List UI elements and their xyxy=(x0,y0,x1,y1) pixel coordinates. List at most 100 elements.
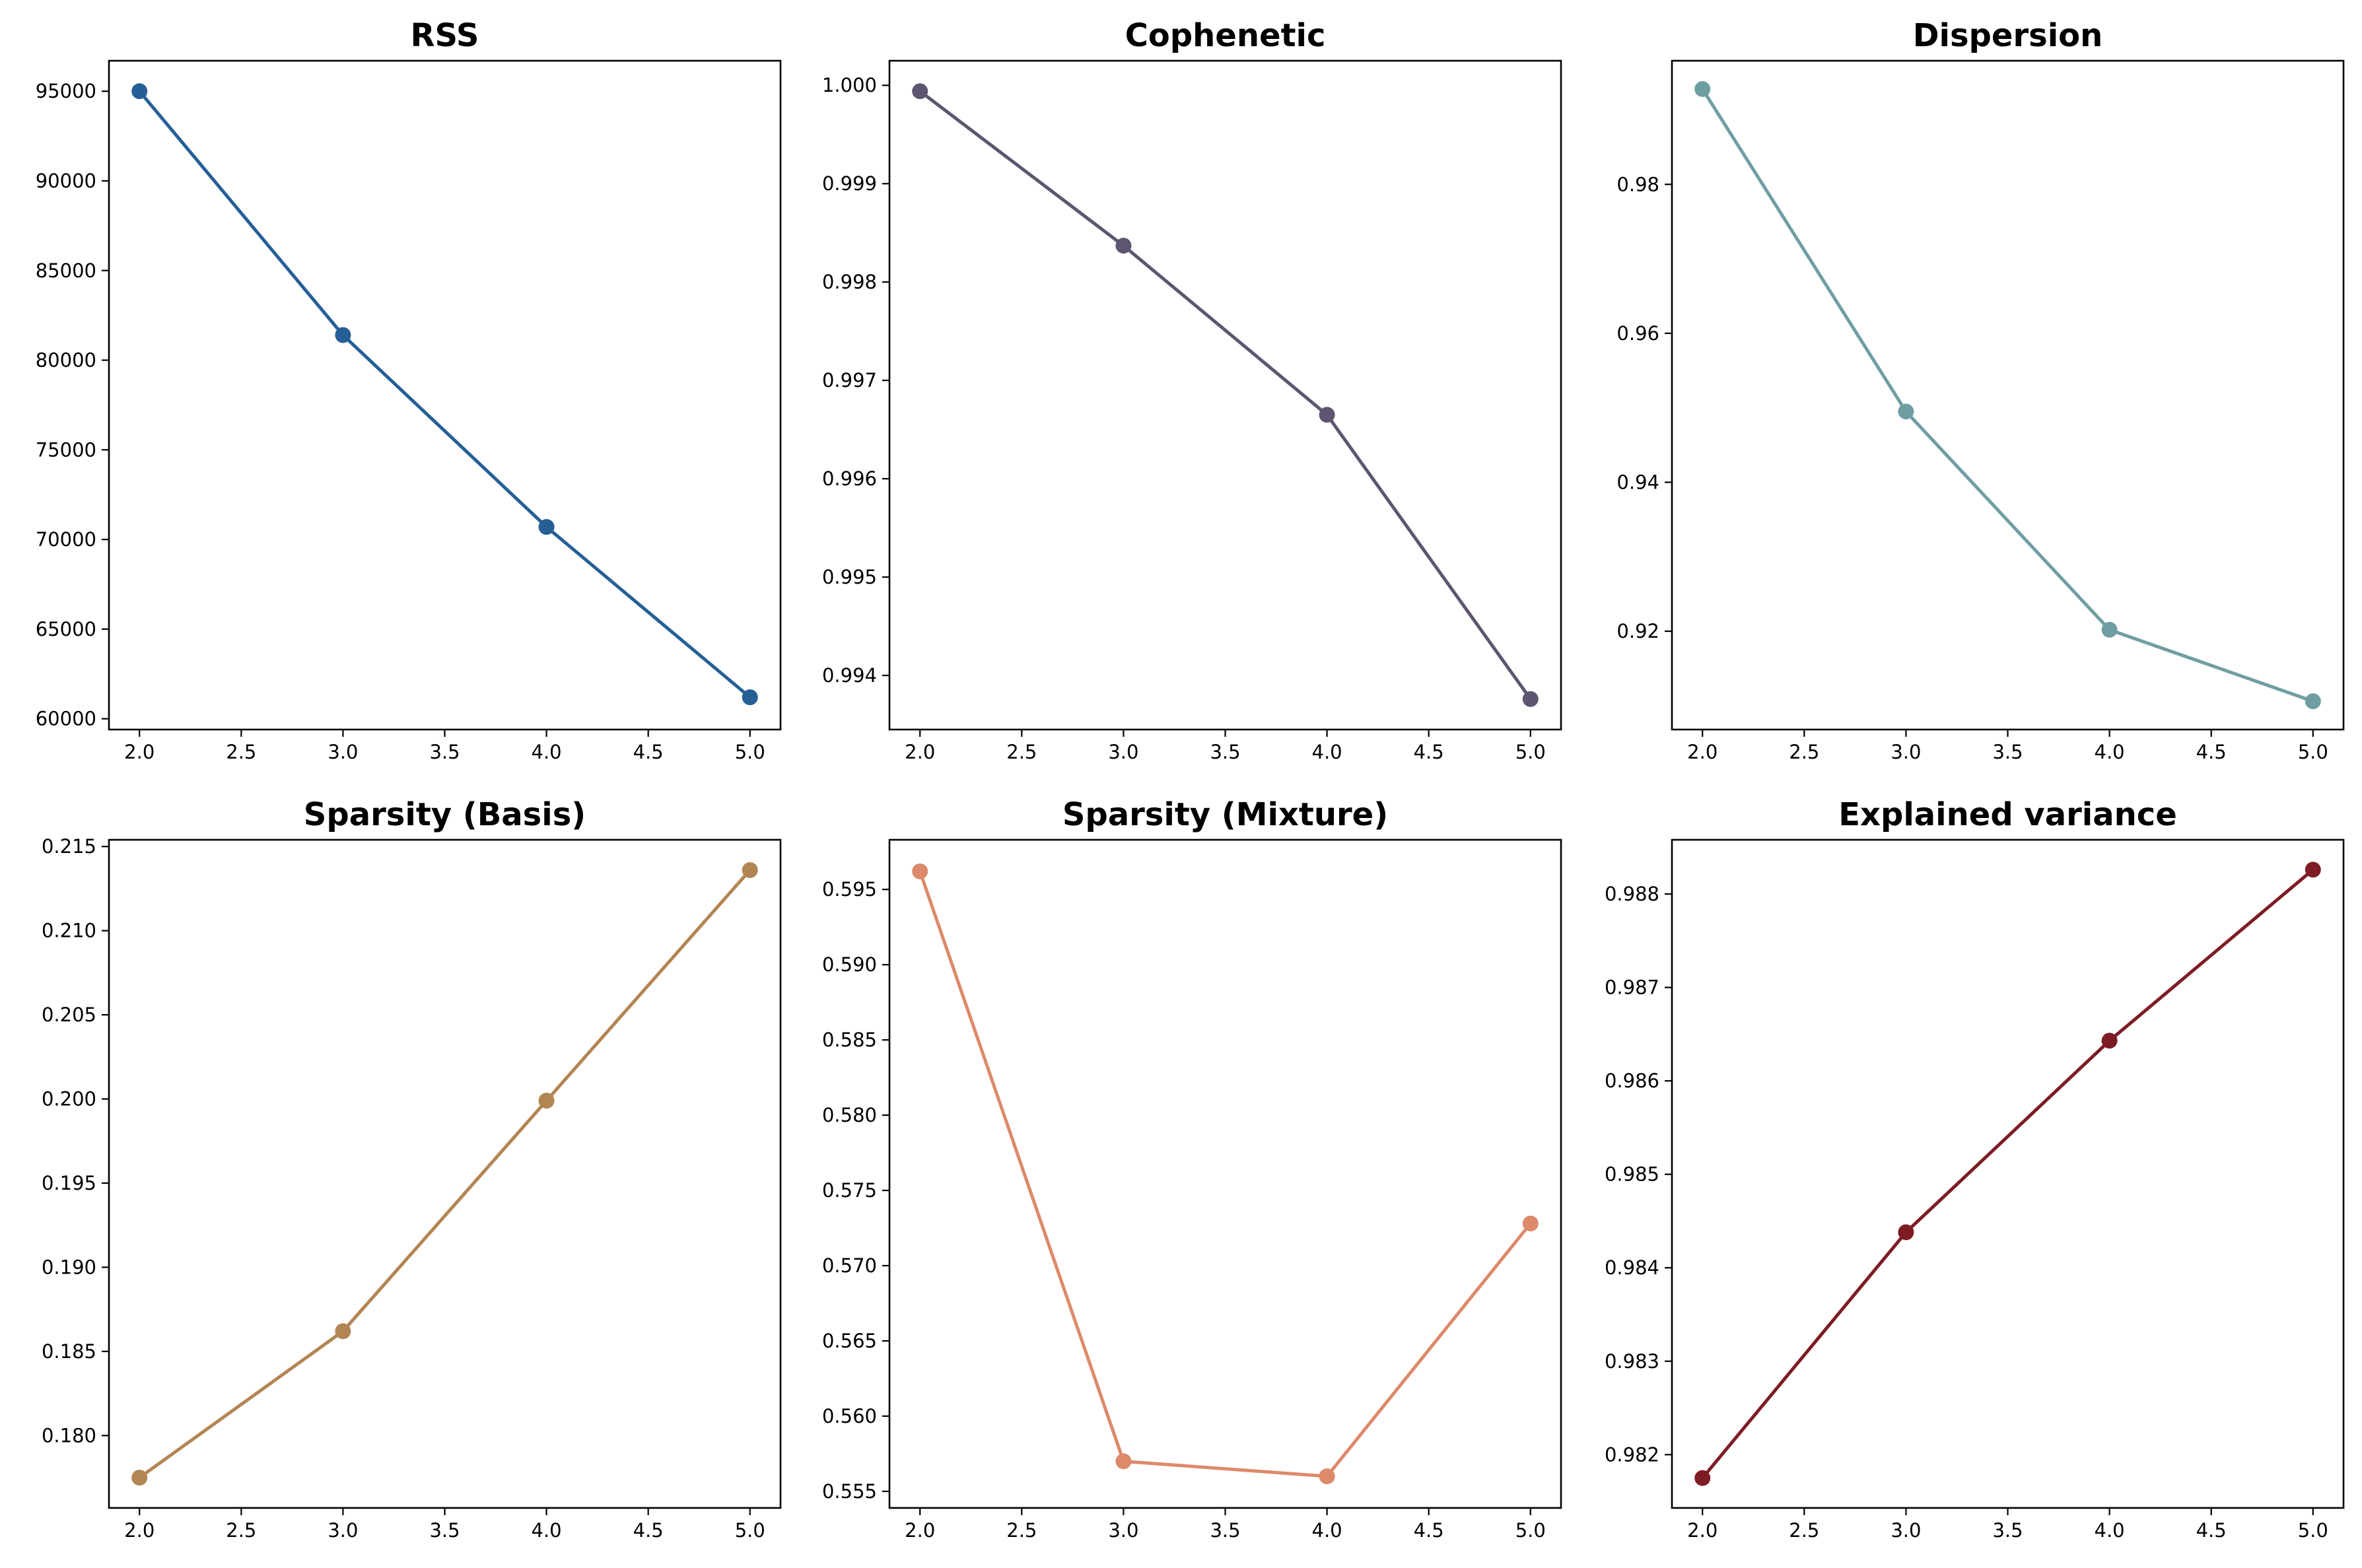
x-tick-label: 3.5 xyxy=(429,1519,460,1542)
y-tick-label: 0.92 xyxy=(1616,620,1659,642)
x-tick-label: 4.5 xyxy=(2196,741,2227,763)
panel-dispersion: Dispersion 2.0 2.5 3.0 3.5 4.0 4.5 5.0 0.92 0.94 0… xyxy=(1616,17,2345,763)
y-tick-label: 0.215 xyxy=(42,835,96,858)
chart-title: Explained variance xyxy=(1838,796,2177,833)
y-tick-label: 0.195 xyxy=(42,1172,96,1194)
y-tick-label: 0.580 xyxy=(822,1104,877,1126)
series-line xyxy=(138,869,751,1480)
y-tick-label: 65000 xyxy=(36,618,96,640)
x-tick-label: 2.5 xyxy=(1789,741,1819,763)
y-tick-label: 0.999 xyxy=(822,172,877,195)
y-tick-label: 0.205 xyxy=(42,1004,96,1026)
y-tick-label: 0.180 xyxy=(42,1424,96,1447)
x-tick-label: 4.0 xyxy=(1312,741,1342,763)
chart-title: RSS xyxy=(411,17,479,54)
data-point xyxy=(742,689,758,706)
axes-frame xyxy=(1671,59,2345,731)
x-tick-label: 4.5 xyxy=(633,1519,664,1542)
y-tick-label: 0.987 xyxy=(1605,976,1659,999)
x-tick-label: 2.0 xyxy=(1687,1519,1718,1542)
y-tick-label: 90000 xyxy=(36,170,96,192)
data-point xyxy=(2305,693,2321,710)
y-tick-label: 0.998 xyxy=(822,271,877,293)
y-tick-label: 1.000 xyxy=(822,74,877,96)
x-tick-label: 3.5 xyxy=(1992,1519,2023,1542)
chart-title: Sparsity (Mixture) xyxy=(1062,796,1388,833)
y-tick-label: 0.988 xyxy=(1605,883,1659,905)
y-tick-label: 0.98 xyxy=(1616,173,1659,195)
x-tick-label: 3.5 xyxy=(429,741,460,763)
data-point xyxy=(538,519,555,535)
panel-rss: RSS 2.0 2.5 3.0 3.5 4.0 4.5 5.0 60000 65000 70000 7… xyxy=(36,17,782,763)
x-tick-label: 2.0 xyxy=(124,1519,155,1542)
y-tick-label: 85000 xyxy=(36,259,96,282)
panel-cophenetic: Cophenetic 2.0 2.5 3.0 3.5 4.0 4.5 5.0 0.994 0.99… xyxy=(822,17,1562,763)
axes-frame xyxy=(108,838,782,1509)
x-tick-label: 2.0 xyxy=(905,741,935,763)
x-tick-label: 4.0 xyxy=(2095,1519,2125,1542)
x-tick-label: 3.0 xyxy=(328,1519,358,1542)
x-tick-label: 3.5 xyxy=(1992,741,2023,763)
data-point xyxy=(335,1323,351,1340)
data-point xyxy=(131,83,148,100)
y-tick-label: 0.94 xyxy=(1616,471,1659,493)
y-tick-label: 0.986 xyxy=(1605,1070,1659,1092)
chart-title: Dispersion xyxy=(1913,17,2103,54)
data-point xyxy=(1522,691,1539,707)
axes-frame xyxy=(1671,838,2345,1509)
data-point xyxy=(1898,1224,1914,1241)
data-point xyxy=(742,862,758,878)
data-point xyxy=(912,863,928,879)
series-line xyxy=(138,90,751,699)
data-point xyxy=(1319,1468,1335,1485)
y-tick-label: 0.565 xyxy=(822,1330,877,1352)
data-point xyxy=(1115,238,1132,254)
y-tick-label: 0.560 xyxy=(822,1405,877,1427)
y-tick-label: 0.555 xyxy=(822,1480,877,1503)
y-tick-label: 0.983 xyxy=(1605,1350,1659,1373)
axes-frame xyxy=(888,59,1562,731)
y-tick-label: 0.590 xyxy=(822,953,877,976)
x-tick-label: 2.0 xyxy=(905,1519,935,1542)
chart-title: Cophenetic xyxy=(1125,17,1326,54)
y-tick-label: 95000 xyxy=(36,80,96,102)
x-tick-label: 4.5 xyxy=(1414,741,1444,763)
y-tick-label: 0.982 xyxy=(1605,1443,1659,1466)
y-tick-label: 70000 xyxy=(36,528,96,551)
series-line xyxy=(1701,88,2314,703)
axes-frame xyxy=(108,59,782,731)
y-tick-label: 0.996 xyxy=(822,467,877,490)
chart-title: Sparsity (Basis) xyxy=(304,796,586,833)
y-tick-label: 0.185 xyxy=(42,1340,96,1363)
x-tick-label: 5.0 xyxy=(1515,741,1546,763)
panel-sparsity-mixture: Sparsity (Mixture) 2.0 2.5 3.0 3.5 4.0 4.5 5.0 0… xyxy=(822,796,1562,1542)
y-tick-label: 0.595 xyxy=(822,878,877,901)
x-tick-label: 5.0 xyxy=(1515,1519,1546,1542)
y-tick-label: 0.96 xyxy=(1616,322,1659,345)
data-point xyxy=(1319,407,1335,423)
y-tick-label: 0.210 xyxy=(42,920,96,942)
y-tick-label: 80000 xyxy=(36,349,96,372)
x-tick-label: 2.5 xyxy=(226,1519,256,1542)
y-tick-label: 0.995 xyxy=(822,566,877,588)
data-point xyxy=(912,83,928,100)
data-point xyxy=(538,1093,555,1109)
axes-frame xyxy=(888,838,1562,1509)
x-tick-label: 3.0 xyxy=(1108,741,1138,763)
x-tick-label: 4.5 xyxy=(633,741,664,763)
x-tick-label: 2.5 xyxy=(1006,1519,1037,1542)
series-line xyxy=(918,871,1532,1478)
x-tick-label: 4.0 xyxy=(1312,1519,1342,1542)
data-point xyxy=(1694,1470,1711,1486)
x-tick-label: 4.5 xyxy=(2196,1519,2227,1542)
x-tick-label: 3.0 xyxy=(1891,741,1921,763)
y-tick-label: 0.200 xyxy=(42,1088,96,1110)
series-line xyxy=(919,90,1532,700)
y-tick-label: 60000 xyxy=(36,708,96,730)
x-tick-label: 2.5 xyxy=(1789,1519,1819,1542)
data-point xyxy=(2305,862,2321,878)
y-tick-label: 75000 xyxy=(36,438,96,461)
y-tick-label: 0.984 xyxy=(1605,1256,1659,1279)
panel-sparsity-basis: Sparsity (Basis) 2.0 2.5 3.0 3.5 4.0 4.5 5.0 0.1… xyxy=(42,796,782,1542)
